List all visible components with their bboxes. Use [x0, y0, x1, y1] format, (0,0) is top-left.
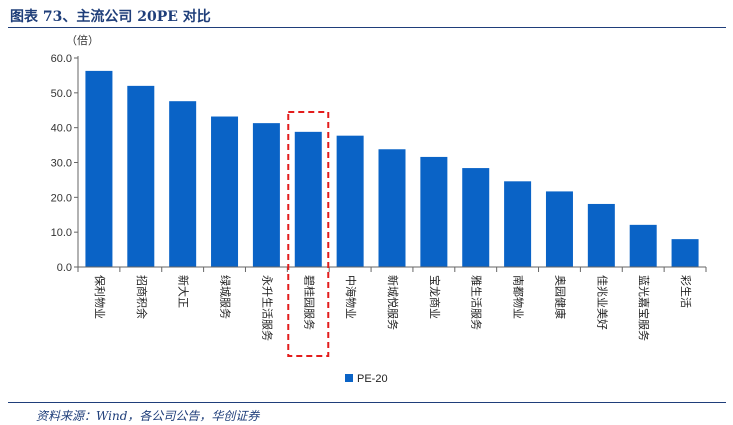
top-rule [8, 27, 726, 28]
highlight-group [287, 111, 330, 357]
figure-title: 图表 73、主流公司 20PE 对比 [10, 9, 211, 25]
bar [336, 135, 364, 267]
bar [587, 203, 615, 267]
y-tick-label: 40.0 [51, 123, 72, 135]
y-tick-label: 10.0 [51, 227, 72, 239]
y-axis-unit-label: （倍） [66, 33, 99, 47]
bar [545, 191, 573, 267]
x-category-label: 中海物业 [344, 275, 358, 319]
x-category-label: 雅生活服务 [470, 275, 484, 330]
bar [462, 168, 490, 267]
y-tick-label: 30.0 [51, 158, 72, 170]
y-tick-label: 50.0 [51, 88, 72, 100]
x-category-label: 南都物业 [512, 275, 526, 319]
legend: PE-20 [345, 373, 388, 385]
x-category-label: 彩生活 [679, 275, 693, 308]
y-tick-label: 20.0 [51, 192, 72, 204]
bottom-rule [8, 402, 726, 403]
bar [169, 101, 197, 268]
y-tick-label: 0.0 [57, 262, 72, 274]
x-category-label: 碧桂园服务 [302, 275, 316, 330]
y-tick-label: 60.0 [51, 53, 72, 65]
bars-group [85, 70, 699, 268]
x-category-label: 奥园健康 [554, 275, 568, 319]
legend-label: PE-20 [357, 373, 388, 385]
bar [629, 224, 657, 267]
axes-group [77, 56, 707, 272]
bar [378, 149, 406, 267]
x-category-label: 永升生活服务 [260, 275, 274, 341]
x-category-label: 招商积余 [135, 275, 149, 319]
x-category-label: 绿城服务 [219, 275, 233, 319]
bar [252, 123, 280, 267]
x-category-label: 佳兆业美好 [595, 275, 609, 330]
y-axis-ticks: 0.0 10.0 20.0 30.0 40.0 50.0 60.0 [51, 53, 78, 274]
category-labels: 保利物业 招商积余 新大正 绿城服务 永升生活服务 碧桂园服务 中海物业 新城悦服务 宝龙商业 雅… [93, 275, 693, 341]
bar [420, 156, 448, 267]
bar [504, 181, 532, 267]
bar [85, 70, 113, 267]
bar [671, 239, 699, 267]
highlight-box [287, 111, 330, 357]
source-note: 资料来源：Wind，各公司公告，华创证券 [36, 409, 260, 423]
bar [127, 85, 155, 267]
x-category-label: 宝龙商业 [428, 275, 442, 319]
x-category-label: 新大正 [177, 275, 191, 308]
legend-swatch [345, 374, 353, 382]
bar [294, 131, 322, 267]
x-category-label: 蓝光嘉宝服务 [637, 275, 651, 341]
x-category-label: 保利物业 [93, 275, 107, 319]
x-category-label: 新城悦服务 [386, 275, 400, 330]
bar [211, 116, 239, 268]
